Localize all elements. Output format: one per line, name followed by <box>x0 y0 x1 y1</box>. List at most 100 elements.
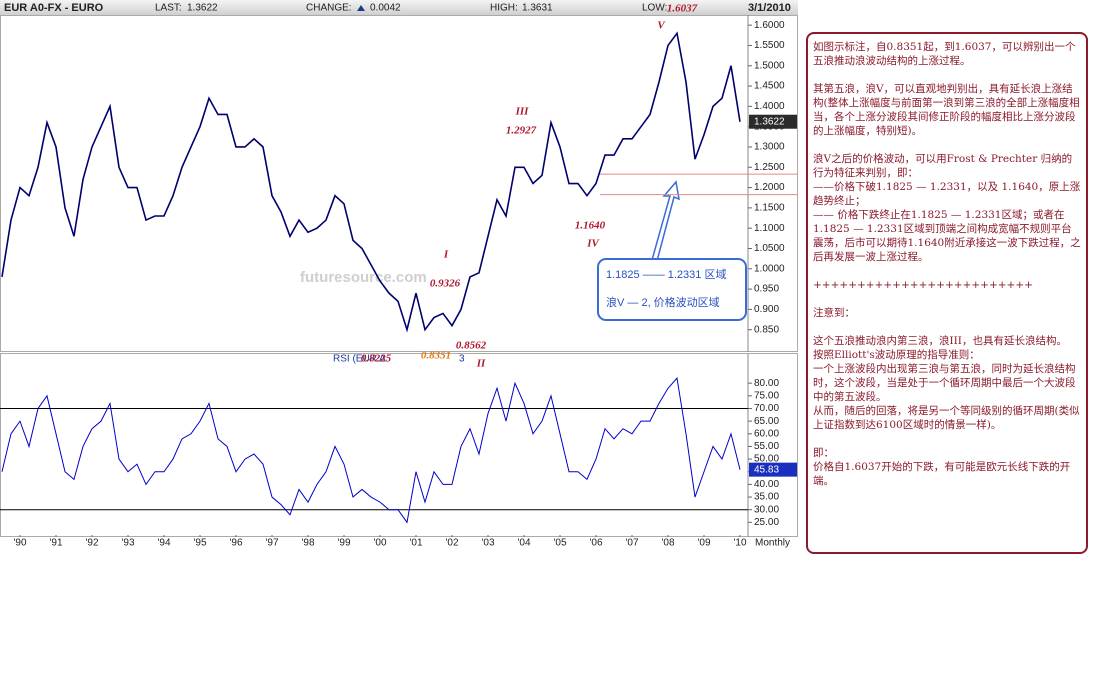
current-label: 45.83 <box>754 464 779 475</box>
note-text: —— 价格下跌终止在1.1825 — 1.2331区域；或者在1.1825 — … <box>813 209 1081 263</box>
note-text: 从而，随后的回落，将是另一个等同级别的循环周期(类似上证指数到达6100区域时的… <box>813 405 1080 431</box>
note-text: 一个上涨波段内出现第三浪与第五浪，同时为延长浪结构时，这个波段，当是处于一个循环… <box>813 363 1076 403</box>
current-label: 1.3622 <box>754 116 785 127</box>
note-text: 按照Elliott's波动原理的指导准则： <box>813 349 980 361</box>
annotation: V <box>657 20 666 32</box>
annotation: III <box>515 106 530 118</box>
x-tick-label: '95 <box>193 538 206 549</box>
annotation: 1.1640 <box>575 220 606 232</box>
y-tick-label: 60.00 <box>754 428 779 439</box>
note-block: +++++++++++++++++++++++++ <box>813 278 1081 292</box>
annotation: II <box>476 358 486 370</box>
header-label: HIGH: <box>490 3 518 14</box>
x-tick-label: '96 <box>229 538 242 549</box>
x-tick-label: '05 <box>553 538 566 549</box>
x-tick-label: '93 <box>121 538 134 549</box>
legend-text: RSI (EUR A <box>333 354 386 365</box>
x-tick-label: '90 <box>13 538 26 549</box>
callout-box <box>597 258 747 321</box>
y-tick-label: 1.3000 <box>754 142 785 153</box>
y-tick-label: 1.4000 <box>754 101 785 112</box>
header-value: 1.3622 <box>187 3 218 14</box>
annotation: 0.8351 <box>421 350 451 362</box>
x-tick-label: '04 <box>517 538 530 549</box>
y-tick-label: 1.0000 <box>754 263 785 274</box>
x-tick-label: '94 <box>157 538 170 549</box>
notes-panel: 如图示标注，自0.8351起，到1.6037，可以辨别出一个五浪推动浪波动结构的… <box>806 32 1088 554</box>
note-block: 这个五浪推动浪内第三浪，浪III，也具有延长浪结构。 按照Elliott's波动原… <box>813 334 1081 432</box>
x-tick-label: '07 <box>625 538 638 549</box>
callout-text: 1.1825 —— 1.2331 区域 <box>606 268 726 281</box>
y-tick-label: 50.00 <box>754 454 779 465</box>
note-block: 即： 价格自1.6037开始的下跌，有可能是欧元长线下跌的开端。 <box>813 446 1081 488</box>
annotation: 0.8562 <box>456 340 487 352</box>
y-tick-label: 80.00 <box>754 378 779 389</box>
x-tick-label: '91 <box>49 538 62 549</box>
note-text: 注意到： <box>813 307 855 319</box>
y-tick-label: 1.5000 <box>754 60 785 71</box>
x-tick-label: '01 <box>409 538 422 549</box>
note-text: 如图示标注，自0.8351起，到1.6037，可以辨别出一个五浪推动浪波动结构的… <box>813 41 1076 67</box>
y-tick-label: 1.2500 <box>754 162 785 173</box>
y-tick-label: 25.00 <box>754 517 779 528</box>
y-tick-label: 0.950 <box>754 284 779 295</box>
y-tick-label: 0.900 <box>754 304 779 315</box>
note-block: 注意到： <box>813 306 1081 320</box>
annotation: 1.6037 <box>667 3 698 15</box>
up-arrow <box>357 5 365 11</box>
x-tick-label: '06 <box>589 538 602 549</box>
x-tick-label: '98 <box>301 538 314 549</box>
annotation: IV <box>586 238 600 250</box>
header-bar <box>0 0 798 15</box>
x-tick-label: '99 <box>337 538 350 549</box>
annotation: I <box>443 249 449 261</box>
y-tick-label: 1.4500 <box>754 81 785 92</box>
y-tick-label: 55.00 <box>754 441 779 452</box>
y-tick-label: 35.00 <box>754 492 779 503</box>
y-tick-label: 65.00 <box>754 416 779 427</box>
x-tick-label: '03 <box>481 538 494 549</box>
x-tick-label: '08 <box>661 538 674 549</box>
note-block: 其第五浪，浪V，可以直观地判别出，具有延长浪上涨结构(整体上涨幅度与前面第一浪到… <box>813 82 1081 138</box>
current-tag <box>749 114 797 129</box>
y-tick-label: 75.00 <box>754 390 779 401</box>
note-text: 价格自1.6037开始的下跌，有可能是欧元长线下跌的开端。 <box>813 461 1071 487</box>
y-tick-label: 1.1500 <box>754 203 785 214</box>
legend-text: 3 <box>459 354 465 365</box>
y-tick-label: 1.5500 <box>754 40 785 51</box>
note-text: 浪V之后的价格波动，可以用Frost & Prechter 归纳的行为特征来判别… <box>813 153 1073 179</box>
annotation: 0.8225 <box>361 353 392 365</box>
note-block: 浪V之后的价格波动，可以用Frost & Prechter 归纳的行为特征来判别… <box>813 152 1081 264</box>
x-axis-label: Monthly <box>755 538 790 549</box>
x-tick-label: '02 <box>445 538 458 549</box>
header-label: LAST: <box>155 3 182 14</box>
callout-arrow <box>651 180 680 262</box>
y-tick-label: 1.0500 <box>754 243 785 254</box>
chart: EUR A0-FX - EURO LAST: 1.3622 CHANGE: 0.… <box>0 0 798 549</box>
rsi-line <box>1 377 741 524</box>
annotation: 0.9326 <box>430 278 461 290</box>
callout-text: 浪V — 2, 价格波动区域 <box>606 295 720 309</box>
header-label: LOW: <box>642 3 667 14</box>
y-tick-label: 1.1000 <box>754 223 785 234</box>
current-tag <box>749 462 797 477</box>
note-block: 如图示标注，自0.8351起，到1.6037，可以辨别出一个五浪推动浪波动结构的… <box>813 40 1081 68</box>
note-text: 这个五浪推动浪内第三浪，浪III，也具有延长浪结构。 <box>813 335 1067 347</box>
note-text: ——价格下破1.1825 — 1.2331，以及 1.1640，原上涨趋势终止； <box>813 181 1081 207</box>
header-value: 0.0042 <box>370 3 401 14</box>
x-tick-label: '09 <box>697 538 710 549</box>
header-value: 1.3631 <box>522 3 553 14</box>
x-tick-label: '92 <box>85 538 98 549</box>
y-tick-label: 70.00 <box>754 403 779 414</box>
header-label: CHANGE: <box>306 3 352 14</box>
price-panel <box>0 15 798 352</box>
y-tick-label: 1.6000 <box>754 20 785 31</box>
y-tick-label: 30.00 <box>754 504 779 515</box>
note-text: 其第五浪，浪V，可以直观地判别出，具有延长浪上涨结构(整体上涨幅度与前面第一浪到… <box>813 83 1080 137</box>
y-tick-label: 40.00 <box>754 479 779 490</box>
header-date: 3/1/2010 <box>748 2 791 14</box>
note-text: 即： <box>813 447 834 459</box>
x-tick-label: '97 <box>265 538 278 549</box>
rsi-panel <box>0 353 798 537</box>
